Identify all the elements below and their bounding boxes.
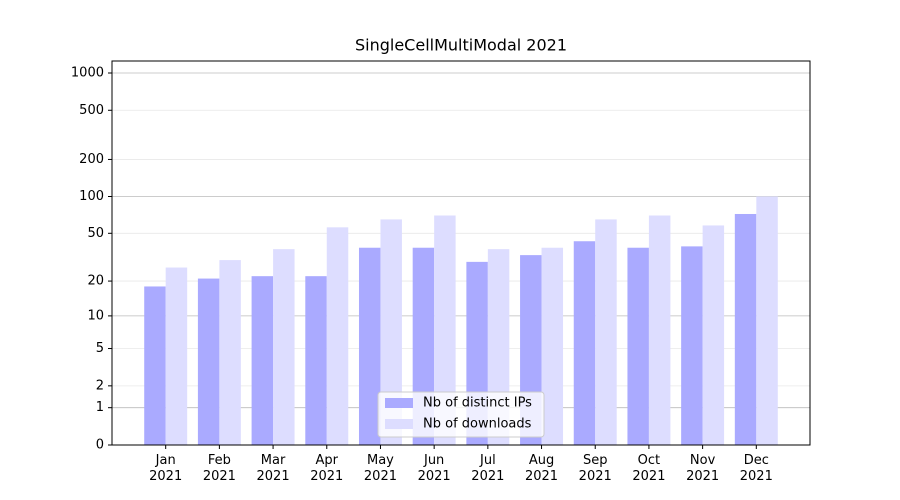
bar <box>219 260 241 445</box>
bar <box>305 276 327 445</box>
bar <box>380 219 402 445</box>
bar <box>573 241 596 445</box>
x-tick-label: May 2021 <box>363 453 397 484</box>
x-tick-label: Dec 2021 <box>739 453 773 484</box>
bar <box>681 246 703 445</box>
bar <box>326 227 349 445</box>
bar <box>756 196 778 445</box>
x-tick-label: Apr 2021 <box>310 453 344 484</box>
x-tick-label: Jul 2021 <box>471 453 505 484</box>
axes-frame <box>111 60 811 446</box>
bar <box>251 276 274 445</box>
bar <box>648 215 671 445</box>
bar <box>358 247 381 445</box>
legend-swatch <box>385 398 413 408</box>
x-tick-label: Jan 2021 <box>149 453 183 484</box>
y-tick-label: 200 <box>79 152 104 167</box>
x-tick-label: Nov 2021 <box>686 453 720 484</box>
y-tick-label: 500 <box>79 103 104 118</box>
legend: Nb of distinct IPs Nb of downloads <box>377 391 545 438</box>
legend-label: Nb of distinct IPs <box>423 396 532 411</box>
x-tick-label: Aug 2021 <box>524 453 559 484</box>
x-tick-label: Sep 2021 <box>578 453 612 484</box>
y-tick-label: 20 <box>87 274 104 289</box>
legend-label: Nb of downloads <box>423 417 532 432</box>
y-tick-label: 50 <box>87 226 104 241</box>
y-tick-label: 1000 <box>71 66 104 81</box>
bar <box>197 278 220 445</box>
bar <box>734 213 757 445</box>
bar <box>165 267 188 445</box>
y-tick-label: 5 <box>96 341 104 356</box>
chart-title: SingleCellMultiModal 2021 <box>355 36 567 55</box>
x-tick-label: Feb 2021 <box>202 453 236 484</box>
y-tick-label: 100 <box>79 189 104 204</box>
x-tick-label: Oct 2021 <box>632 453 666 484</box>
x-tick-label: Mar 2021 <box>256 453 290 484</box>
y-tick-label: 1 <box>96 400 104 415</box>
y-tick-label: 10 <box>87 308 104 323</box>
legend-swatch <box>385 419 413 429</box>
y-tick-label: 0 <box>96 438 104 453</box>
bar <box>541 247 564 445</box>
bar <box>273 249 295 445</box>
bar <box>144 286 166 445</box>
bar <box>434 215 456 445</box>
bar <box>595 219 617 445</box>
y-tick-label: 2 <box>96 378 104 393</box>
x-tick-label: Jun 2021 <box>417 453 451 484</box>
legend-box <box>377 391 545 438</box>
bar <box>627 247 649 445</box>
bar <box>702 225 725 445</box>
